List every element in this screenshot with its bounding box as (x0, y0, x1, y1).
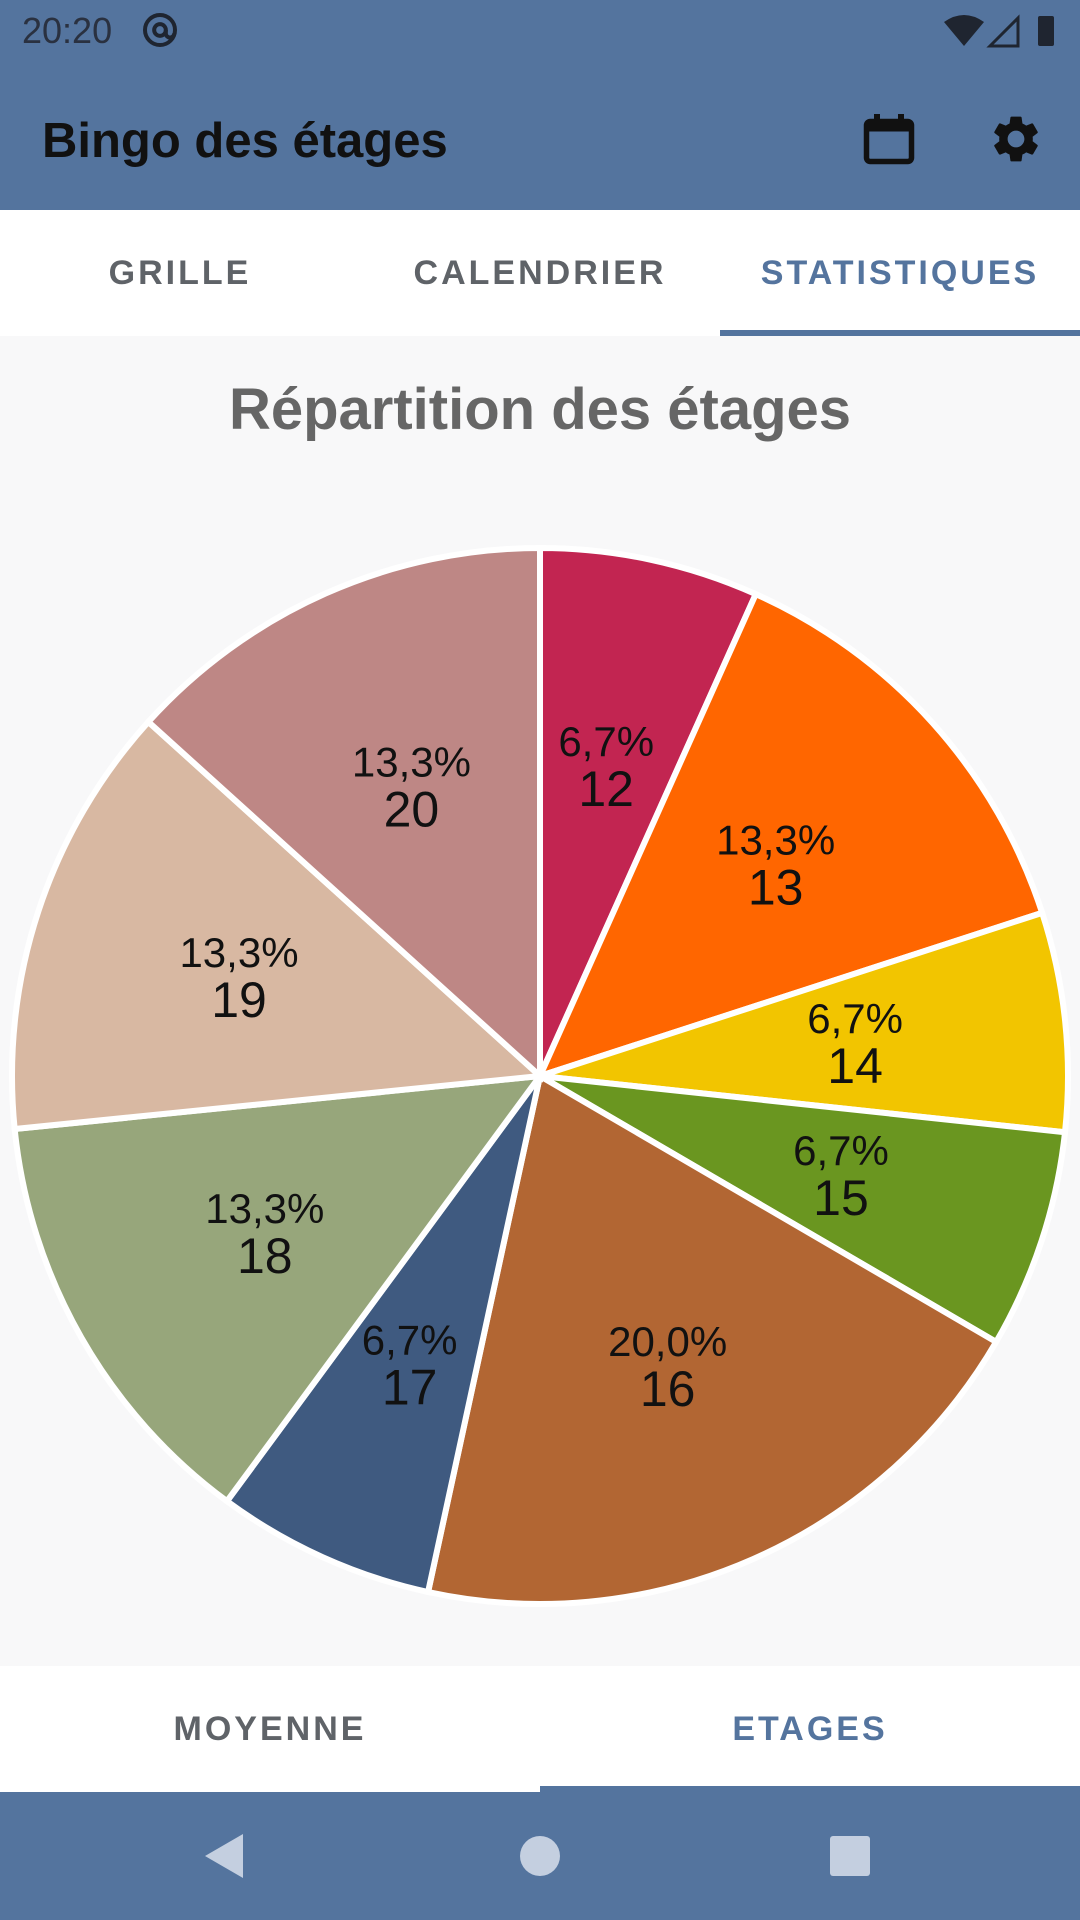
slice-category-label: 18 (237, 1228, 293, 1284)
settings-button[interactable] (980, 103, 1052, 175)
slice-percent-label: 13,3% (352, 738, 471, 785)
slice-category-label: 15 (813, 1170, 869, 1226)
tab-indicator (720, 330, 1080, 336)
pie-slice-20 (144, 544, 543, 1083)
recents-button[interactable] (820, 1826, 880, 1886)
gear-icon (994, 116, 1038, 162)
tab-etages[interactable]: ETAGES (732, 1709, 888, 1748)
home-button[interactable] (510, 1826, 570, 1886)
pie-slice-12 (537, 544, 760, 1078)
wifi-icon (944, 15, 984, 46)
status-time: 20:20 (22, 10, 113, 51)
tab-calendrier[interactable]: CALENDRIER (413, 253, 667, 292)
slice-category-label: 17 (382, 1360, 438, 1416)
chart-area: Répartition des étages 6,7% 12 13,3% 13 6,7%… (0, 336, 1080, 1666)
slice-category-label: 19 (211, 972, 267, 1028)
pie-slice-15 (538, 1073, 1069, 1347)
status-bar: 20:20 (0, 0, 1080, 63)
tab-statistiques[interactable]: STATISTIQUES (760, 253, 1040, 292)
slice-percent-label: 6,7% (362, 1317, 458, 1364)
back-button[interactable] (195, 1826, 255, 1886)
tab-moyenne[interactable]: MOYENNE (173, 1709, 367, 1748)
pie-slice-18 (11, 1072, 547, 1506)
pie-slice-13 (534, 590, 1046, 1081)
slice-category-label: 16 (640, 1361, 696, 1417)
slice-percent-label: 6,7% (793, 1127, 889, 1174)
home-circle-icon (520, 1836, 560, 1876)
pie-slice-14 (539, 909, 1071, 1136)
pie-slice-17 (222, 1074, 543, 1596)
navigation-bar (0, 1792, 1080, 1920)
slice-percent-label: 20,0% (608, 1318, 727, 1365)
chart-title: Répartition des étages (228, 377, 852, 442)
slice-category-label: 12 (578, 761, 634, 817)
battery-icon (1038, 16, 1054, 46)
pie-slice-19 (9, 717, 548, 1133)
stats-tabs: MOYENNE ETAGES (0, 1666, 1080, 1792)
tab-grille[interactable]: GRILLE (108, 253, 252, 292)
slice-category-label: 13 (748, 859, 804, 915)
slice-percent-label: 13,3% (179, 929, 298, 976)
at-sign-icon (140, 10, 180, 55)
calendar-icon (863, 114, 915, 165)
calendar-button[interactable] (853, 103, 925, 175)
slice-percent-label: 6,7% (558, 718, 654, 765)
recents-square-icon (830, 1836, 870, 1876)
bottom-tab-indicator (540, 1786, 1080, 1792)
app-title: Bingo des étages (42, 114, 448, 168)
back-triangle-icon (205, 1834, 243, 1878)
signal-icon (986, 14, 1020, 48)
pie-chart: 6,7%1213,3%136,7%146,7%1520,0%166,7%1713… (9, 544, 1071, 1608)
slice-category-label: 14 (827, 1038, 883, 1094)
pie-slice-16 (424, 1071, 1001, 1608)
slice-percent-label: 6,7% (807, 995, 903, 1042)
app-bar: Bingo des étages (0, 63, 1080, 210)
main-tabs: GRILLE CALENDRIER STATISTIQUES (0, 210, 1080, 336)
slice-percent-label: 13,3% (205, 1185, 324, 1232)
slice-category-label: 20 (384, 781, 440, 837)
status-icons (942, 12, 1062, 57)
slice-percent-label: 13,3% (716, 816, 835, 863)
